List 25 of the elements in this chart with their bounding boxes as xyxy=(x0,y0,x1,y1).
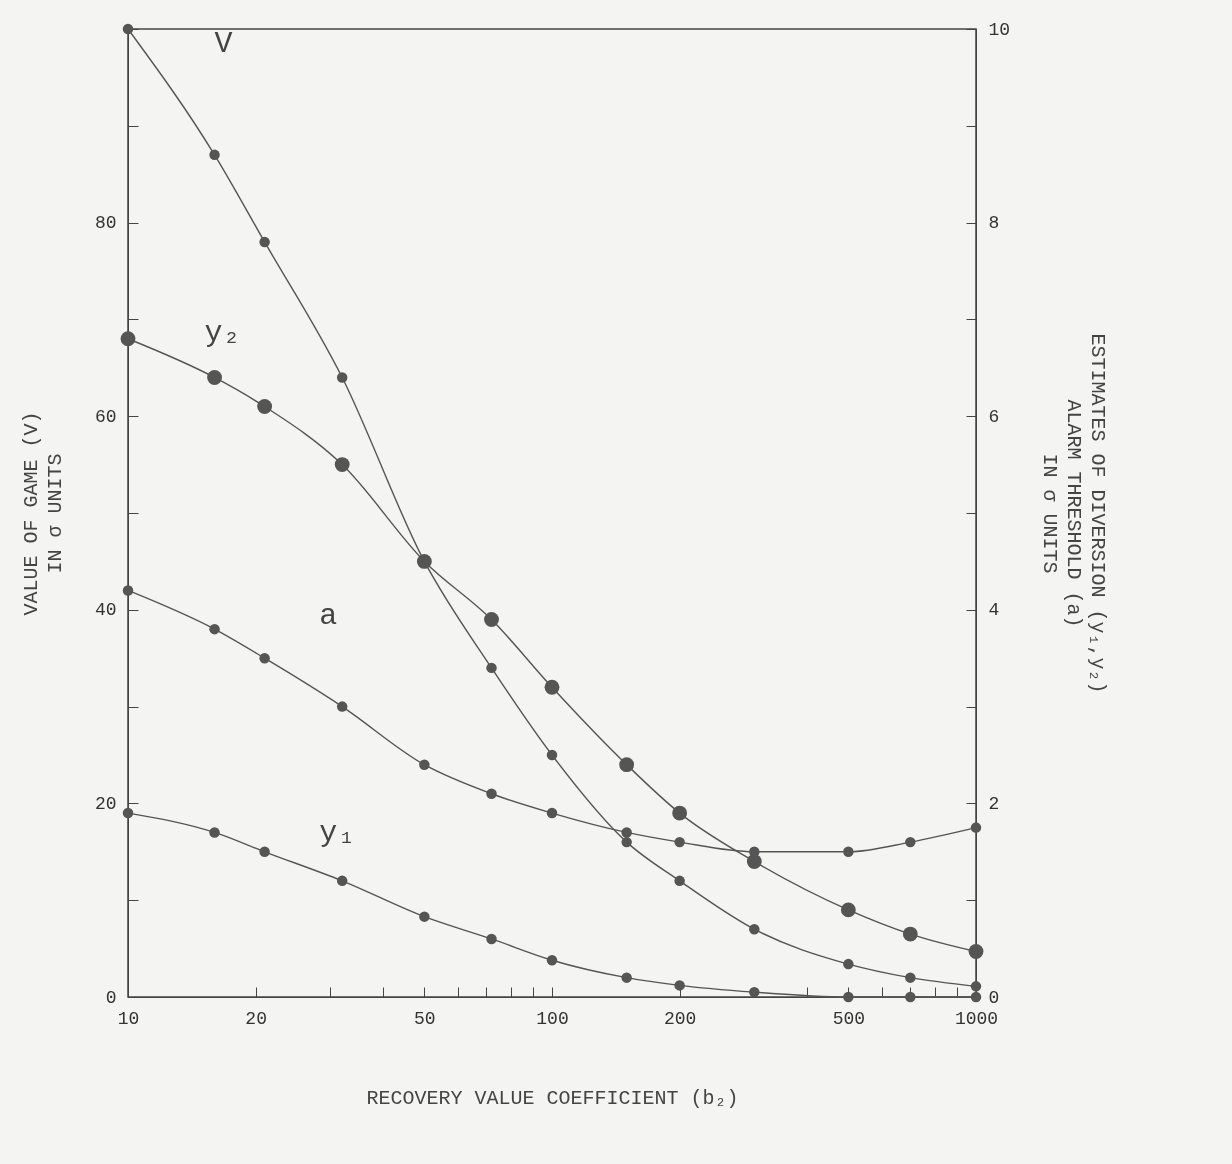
y-tick-label: 60 xyxy=(94,406,117,427)
x-tick-label: 10 xyxy=(117,1008,140,1029)
x-tick-label: 50 xyxy=(414,1008,436,1029)
x-axis-title: RECOVERY VALUE COEFFICIENT (b₂) xyxy=(366,1086,739,1110)
x-tick-label: 100 xyxy=(536,1008,569,1029)
y2-tick-label: 2 xyxy=(988,793,1000,814)
series-label: V xyxy=(214,26,233,61)
x-tick-label: 500 xyxy=(832,1008,866,1029)
y-tick-label: 80 xyxy=(94,213,117,234)
series-label: y₂ xyxy=(204,316,241,351)
series-label: a xyxy=(319,598,338,633)
x-tick-label: 200 xyxy=(663,1008,697,1029)
y-tick-label: 20 xyxy=(94,793,117,814)
y-tick-label: 40 xyxy=(94,600,117,621)
y-axis-title: VALUE OF GAME (V) IN σ UNITS xyxy=(19,411,67,616)
x-tick-label: 1000 xyxy=(954,1008,999,1029)
series-label: y₁ xyxy=(319,815,356,850)
y-tick-label: 0 xyxy=(105,987,117,1008)
y2-axis-title: ESTIMATES OF DIVERSION (y₁,y₂) ALARM THRESHOLD (a) IN σ UNITS xyxy=(1038,333,1110,694)
y2-tick-label: 6 xyxy=(988,406,1000,427)
y2-tick-label: 4 xyxy=(988,600,1000,621)
y2-tick-label: 8 xyxy=(988,213,1000,234)
y2-tick-label: 10 xyxy=(988,19,1011,40)
y2-tick-label: 0 xyxy=(988,987,1000,1008)
x-tick-label: 20 xyxy=(245,1008,267,1029)
